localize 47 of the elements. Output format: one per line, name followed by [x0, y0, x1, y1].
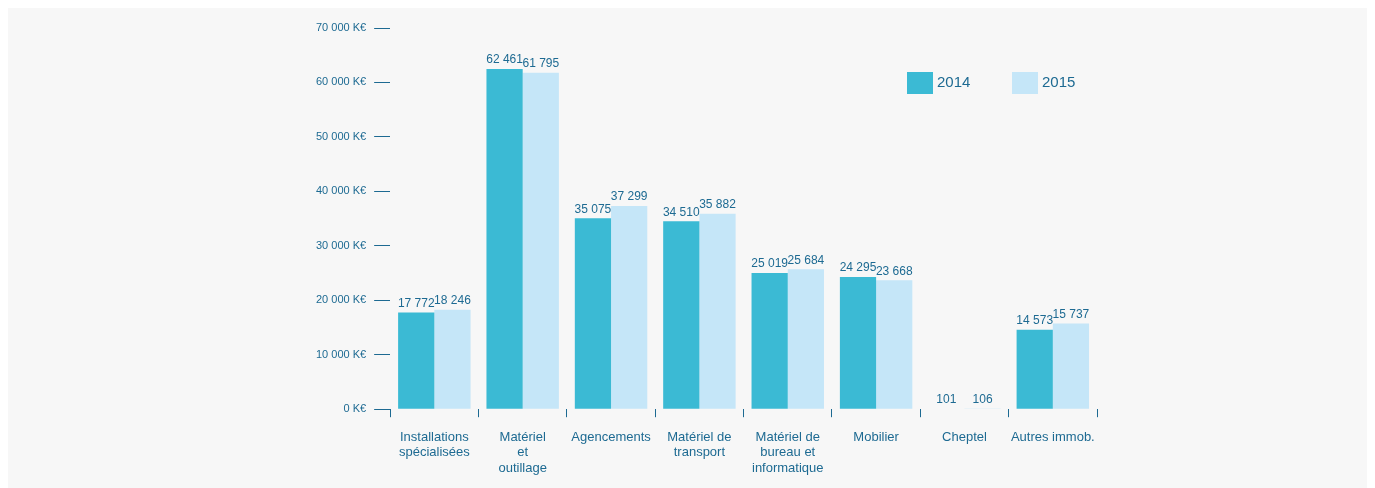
bar — [663, 221, 700, 409]
data-label: 106 — [972, 391, 993, 406]
bar — [486, 69, 523, 409]
y-tick-label: 20 000 K€ — [316, 293, 367, 306]
y-tick-label: 60 000 K€ — [316, 75, 367, 88]
x-tick-label: Matériel et outillage — [498, 428, 547, 475]
x-tick-label: Agencements — [571, 428, 652, 444]
bar — [751, 272, 788, 409]
y-tick-label: 70 000 K€ — [316, 21, 367, 34]
data-label: 35 075 — [574, 201, 612, 216]
data-label: 34 510 — [662, 204, 700, 219]
bar — [1052, 323, 1090, 409]
x-tick-label: Matériel de transport — [667, 428, 732, 460]
data-label: 25 019 — [751, 256, 789, 271]
bar — [434, 309, 471, 409]
x-tick-label: Mobilier — [853, 428, 900, 444]
y-tick-label: 30 000 K€ — [316, 238, 367, 251]
bar — [574, 218, 612, 409]
bar — [398, 312, 435, 409]
x-tick-label: Installations spécialisées — [398, 428, 471, 460]
data-label: 25 684 — [787, 252, 825, 267]
bar — [699, 213, 736, 409]
data-label: 18 246 — [434, 293, 472, 308]
data-label: 24 295 — [839, 260, 877, 275]
x-tick-label: Autres immob. — [1010, 428, 1095, 444]
y-tick-label: 40 000 K€ — [316, 184, 367, 197]
data-label: 15 737 — [1052, 306, 1090, 321]
bar — [1016, 329, 1053, 409]
data-label: 35 882 — [699, 197, 737, 212]
data-label: 23 668 — [875, 263, 913, 278]
x-tick-label: Cheptel — [942, 428, 987, 444]
data-label: 101 — [936, 391, 957, 406]
legend-label: 2015 — [1042, 73, 1076, 91]
data-label: 37 299 — [610, 189, 648, 204]
bar — [876, 280, 913, 409]
legend-label: 2014 — [937, 73, 971, 91]
y-tick-label: 10 000 K€ — [316, 347, 367, 360]
data-label: 61 795 — [522, 55, 560, 70]
bar — [611, 206, 648, 409]
bar — [522, 72, 559, 409]
bar — [787, 269, 824, 409]
data-label: 14 573 — [1016, 313, 1054, 328]
bar — [839, 276, 877, 409]
y-tick-label: 0 K€ — [343, 402, 367, 415]
y-tick-label: 50 000 K€ — [316, 129, 367, 142]
x-tick-label: Matériel de bureau et informatique — [751, 428, 824, 475]
data-label: 17 772 — [397, 295, 435, 310]
